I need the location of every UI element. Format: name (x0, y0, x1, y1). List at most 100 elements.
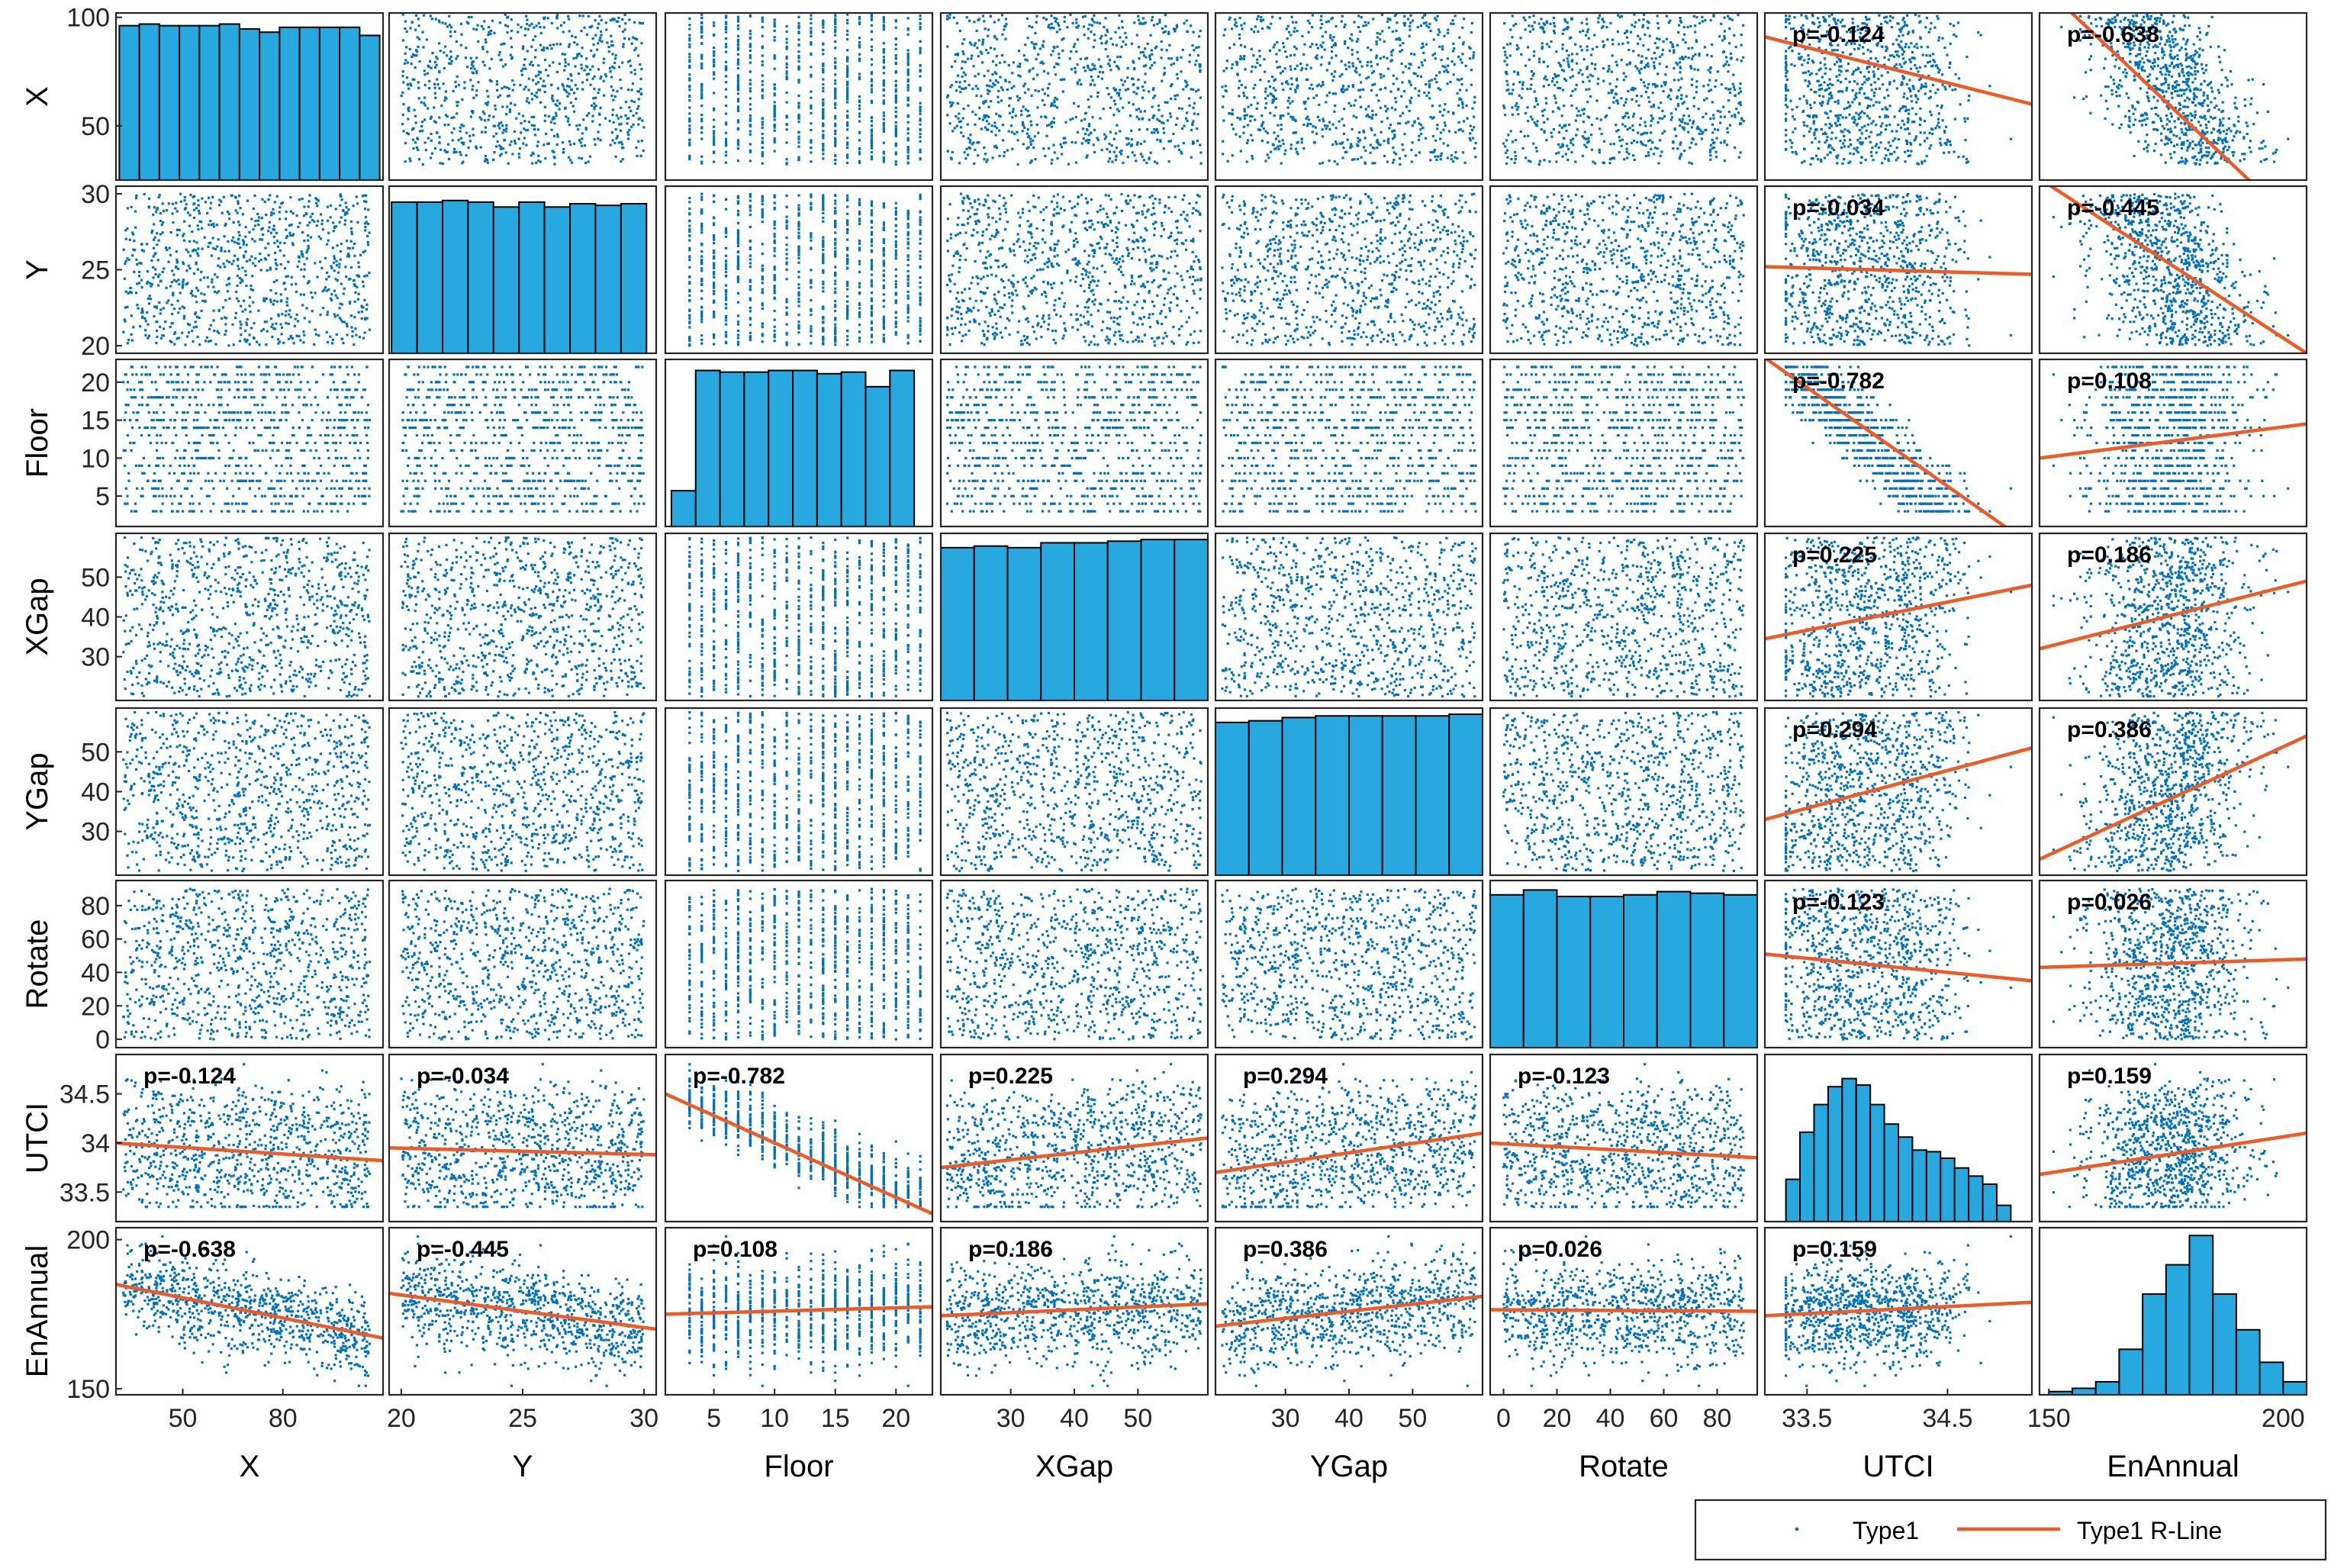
data-point (1903, 62, 1906, 65)
data-point (1920, 85, 1924, 89)
data-point (1228, 111, 1231, 115)
data-point (543, 85, 547, 88)
data-point (1470, 21, 1473, 25)
data-point (1345, 150, 1348, 153)
data-point (537, 21, 540, 25)
data-point (1052, 121, 1055, 124)
data-point (1651, 141, 1654, 144)
data-point (1869, 83, 1872, 86)
data-point (1930, 21, 1933, 25)
data-point (1119, 36, 1122, 39)
data-point (552, 61, 555, 64)
data-point (1785, 118, 1788, 121)
data-point (1340, 20, 1343, 23)
data-point (1030, 124, 1033, 127)
data-point (1541, 47, 1544, 50)
data-point (488, 67, 491, 70)
data-point (773, 18, 776, 21)
data-point (1325, 94, 1328, 97)
data-point (1347, 47, 1350, 50)
data-point (906, 132, 910, 135)
data-point (1362, 130, 1365, 134)
data-point (988, 89, 991, 93)
data-point (834, 57, 837, 60)
data-point (1006, 88, 1009, 91)
data-point (1544, 101, 1548, 105)
data-point (555, 133, 559, 136)
data-point (1100, 77, 1104, 80)
data-point (1032, 46, 1036, 49)
data-point (1160, 40, 1163, 43)
data-point (1785, 55, 1788, 58)
data-point (1841, 162, 1844, 166)
data-point (1664, 81, 1667, 84)
data-point (600, 34, 603, 37)
data-point (1293, 53, 1296, 56)
data-point (1663, 81, 1666, 84)
data-point (967, 83, 971, 87)
data-point (1887, 159, 1890, 163)
data-point (1671, 46, 1674, 49)
data-point (1530, 77, 1533, 81)
data-point (1024, 108, 1027, 111)
data-point (1375, 40, 1378, 43)
data-point (1068, 57, 1071, 60)
data-point (749, 70, 752, 73)
data-point (1391, 130, 1394, 134)
data-point (1048, 124, 1051, 127)
data-point (562, 31, 565, 34)
data-point (1640, 78, 1643, 81)
data-point (688, 112, 691, 115)
data-point (958, 121, 961, 124)
data-point (810, 146, 813, 150)
data-point (1685, 95, 1688, 98)
data-point (846, 156, 849, 159)
data-point (882, 130, 885, 134)
data-point (810, 66, 813, 69)
data-point (1547, 45, 1551, 48)
data-point (724, 121, 728, 124)
data-point (1076, 81, 1079, 84)
data-point (1895, 87, 1898, 90)
data-point (495, 83, 498, 86)
data-point (1418, 122, 1421, 125)
data-point (1442, 142, 1445, 145)
data-point (1723, 140, 1726, 143)
data-point (1584, 137, 1588, 140)
data-point (494, 108, 497, 111)
data-point (834, 162, 837, 166)
data-point (1458, 36, 1461, 39)
data-point (962, 71, 965, 74)
data-point (567, 117, 570, 120)
data-point (1704, 128, 1707, 131)
data-point (573, 41, 576, 44)
data-point (1343, 25, 1346, 29)
data-point (428, 87, 431, 90)
data-point (822, 153, 825, 156)
data-point (1608, 65, 1611, 68)
data-point (1447, 110, 1450, 114)
data-point (1409, 81, 1412, 84)
data-point (1512, 140, 1515, 143)
data-point (401, 74, 404, 78)
data-point (1869, 98, 1872, 101)
data-point (822, 117, 825, 120)
data-point (846, 70, 849, 74)
data-point (1966, 160, 1969, 163)
data-point (1076, 63, 1079, 66)
data-point (1567, 65, 1570, 68)
data-point (1300, 138, 1303, 141)
data-point (1809, 163, 1812, 166)
data-point (1024, 43, 1027, 47)
data-point (1918, 117, 1922, 120)
data-point (1559, 63, 1562, 66)
data-point (1802, 134, 1805, 137)
data-point (1896, 156, 1899, 159)
data-point (1598, 148, 1601, 152)
data-point (1898, 109, 1901, 112)
data-point (1897, 43, 1900, 46)
data-point (1908, 132, 1911, 135)
data-point (1543, 77, 1546, 80)
data-point (870, 124, 874, 127)
data-point (1315, 43, 1318, 47)
